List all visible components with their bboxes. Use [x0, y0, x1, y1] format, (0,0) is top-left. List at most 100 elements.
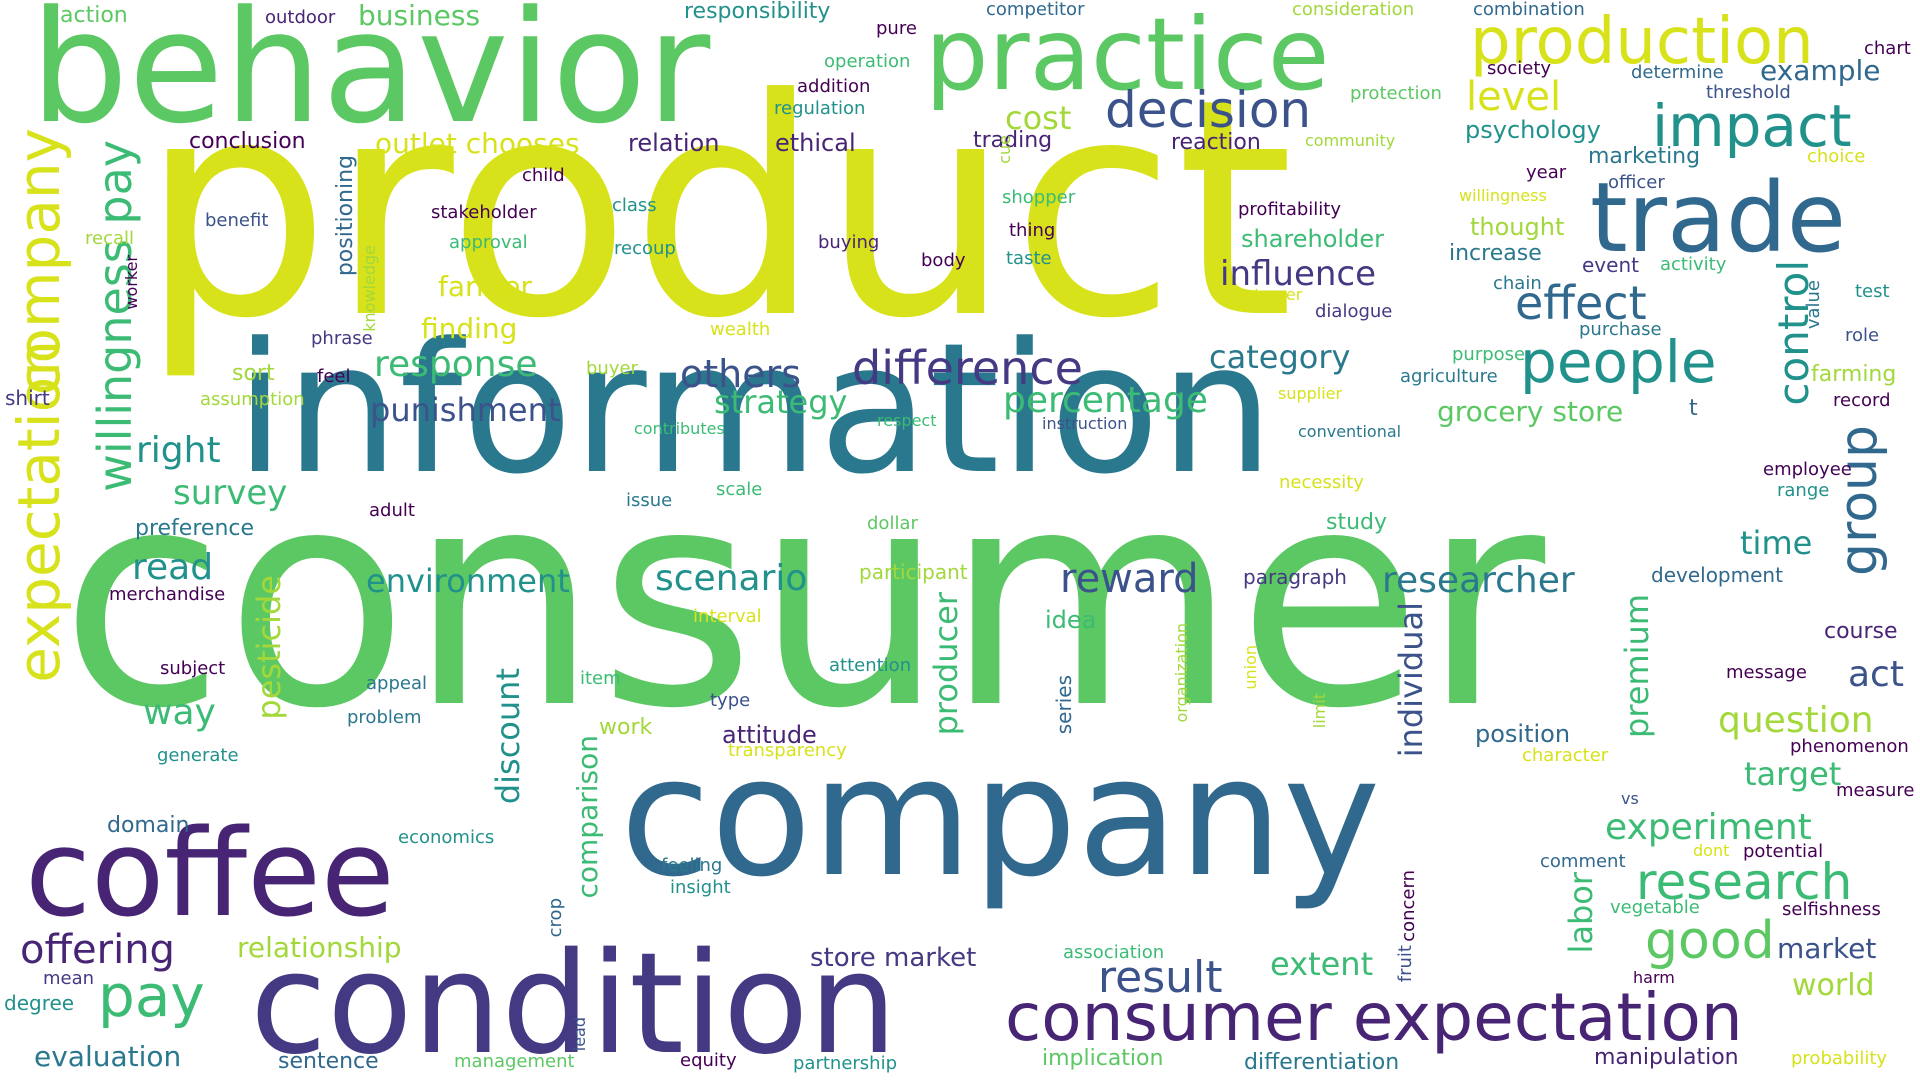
cloud-word: participant — [859, 560, 968, 584]
cloud-word: coffee — [25, 805, 395, 944]
cloud-word: target — [1744, 755, 1842, 793]
cloud-word: profitability — [1238, 199, 1342, 220]
cloud-word: pesticide — [250, 575, 288, 720]
cloud-word: finding — [421, 312, 518, 345]
cloud-word: threshold — [1706, 82, 1791, 103]
cloud-word: group — [1829, 425, 1889, 577]
cloud-word: potential — [1743, 841, 1824, 862]
cloud-word: body — [921, 250, 966, 271]
cloud-word: researcher — [1382, 560, 1575, 601]
cloud-word: limit — [1310, 693, 1329, 729]
cloud-word: worker — [122, 255, 141, 310]
cloud-word: domain — [107, 813, 190, 838]
cloud-word: percentage — [1003, 380, 1208, 421]
cloud-word: determine — [1631, 62, 1724, 83]
cloud-word: t — [1689, 396, 1698, 421]
cloud-word: child — [522, 165, 565, 186]
cloud-word: offering — [20, 927, 175, 973]
cloud-word: psychology — [1465, 116, 1601, 144]
cloud-word: grocery store — [1437, 395, 1624, 428]
cloud-word: partnership — [793, 1053, 898, 1074]
cloud-word: adult — [369, 500, 415, 521]
cloud-word: generate — [157, 745, 239, 766]
cloud-word: competitor — [986, 0, 1085, 20]
cloud-word: community — [1305, 131, 1396, 150]
cloud-word: customer — [1227, 285, 1303, 304]
cloud-word: impact — [1652, 92, 1852, 160]
cloud-word: producer — [927, 592, 965, 736]
cloud-word: attention — [829, 655, 912, 676]
cloud-word: addition — [797, 76, 871, 97]
cloud-word: others — [680, 352, 802, 396]
cloud-word: relationship — [237, 931, 402, 964]
cloud-word: purpose — [1452, 344, 1526, 365]
cloud-word: dialogue — [1315, 301, 1393, 322]
cloud-word: pure — [876, 18, 917, 39]
cloud-word: punishment — [370, 391, 561, 429]
cloud-word: action — [60, 3, 128, 28]
cloud-word: degree — [4, 991, 75, 1015]
cloud-word: vegetable — [1610, 897, 1700, 918]
cloud-word: right — [136, 430, 221, 471]
cloud-word: chain — [1493, 273, 1542, 294]
cloud-word: strategy — [714, 383, 848, 421]
cloud-word: information — [235, 305, 1274, 514]
cloud-word: consumer — [60, 425, 1546, 774]
cloud-word: recall — [85, 228, 135, 249]
cloud-word: extent — [1270, 945, 1374, 983]
cloud-word: activity — [1660, 254, 1727, 275]
cloud-word: premium — [1618, 594, 1656, 738]
cloud-word: people — [1520, 328, 1717, 396]
cloud-word: concern — [1398, 870, 1419, 942]
cloud-word: survey — [173, 473, 288, 513]
cloud-word: mean — [43, 968, 95, 989]
cloud-word: willingness — [1459, 186, 1547, 205]
cloud-word: discount — [489, 668, 527, 805]
cloud-word: willingness pay — [88, 140, 142, 492]
cloud-word: environment — [366, 562, 570, 600]
cloud-word: wealth — [710, 319, 771, 340]
cloud-word: probability — [1791, 1048, 1888, 1069]
cloud-word: company — [620, 721, 1381, 913]
cloud-word: behavior — [30, 0, 711, 158]
cloud-word: character — [1522, 745, 1609, 766]
cloud-word: way — [143, 692, 216, 733]
cloud-word: message — [1726, 662, 1807, 683]
cloud-word: attitude — [722, 721, 817, 749]
cloud-word: year — [1526, 162, 1567, 183]
cloud-word: society — [1487, 58, 1552, 79]
cloud-word: type — [710, 690, 751, 711]
cloud-word: conclusion — [189, 129, 306, 154]
cloud-word: organization — [1172, 623, 1191, 723]
cloud-word: buyer — [586, 358, 638, 379]
cloud-word: responsibility — [684, 0, 831, 24]
cloud-word: reward — [1060, 556, 1199, 602]
cloud-word: difference — [852, 341, 1083, 395]
cloud-word: officer — [1608, 172, 1665, 193]
cloud-word: shareholder — [1241, 225, 1384, 253]
cloud-word: farmer — [438, 270, 533, 303]
cloud-word: combination — [1473, 0, 1585, 20]
cloud-word: merchandise — [109, 584, 226, 605]
cloud-word: reaction — [1171, 130, 1261, 155]
cloud-word: instruction — [1042, 414, 1128, 433]
cloud-word: cue — [995, 135, 1014, 164]
cloud-word: pay — [98, 962, 205, 1030]
cloud-word: preference — [135, 516, 255, 541]
cloud-word: protection — [1350, 83, 1442, 104]
cloud-word: assumption — [200, 389, 305, 410]
cloud-word: value — [1803, 280, 1824, 330]
cloud-word: work — [599, 715, 653, 740]
cloud-word: course — [1824, 619, 1898, 644]
cloud-word: choice — [1807, 146, 1866, 167]
cloud-word: harm — [1633, 968, 1675, 987]
cloud-word: taste — [1006, 248, 1052, 269]
cloud-word: sort — [232, 361, 275, 386]
cloud-word: comparison — [571, 735, 604, 899]
cloud-word: buying — [818, 232, 880, 253]
cloud-word: market — [1777, 932, 1877, 965]
cloud-word: cost — [1005, 99, 1072, 137]
cloud-word: insight — [670, 877, 731, 898]
cloud-word: economics — [398, 827, 495, 848]
cloud-word: role — [1845, 325, 1880, 346]
